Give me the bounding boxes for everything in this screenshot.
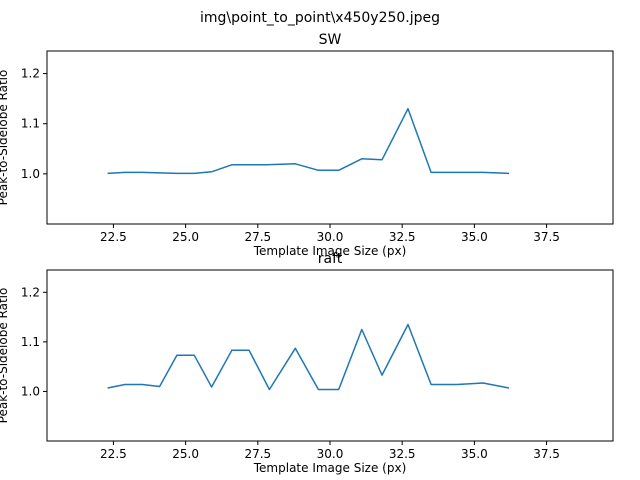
x-tick-label: 35.0 — [461, 230, 488, 244]
x-tick-label: 30.0 — [317, 447, 344, 461]
x-tick-label: 32.5 — [389, 230, 416, 244]
x-tick-label: 25.0 — [172, 230, 199, 244]
axes-1: SW 22.5 25.0 27.5 30.0 32.5 35.0 37.5 1.0 1.1 1.2 T… — [0, 32, 614, 258]
y-tick-label: 1.0 — [21, 167, 40, 181]
x-tick-label: 27.5 — [244, 447, 271, 461]
x-tick-label: 22.5 — [100, 447, 127, 461]
axes-container: SW 22.5 25.0 27.5 30.0 32.5 35.0 37.5 1.0 1.1 1.2 T… — [0, 32, 614, 475]
axes-frame — [46, 50, 614, 225]
y-axis-label: Peak-to-Sidelobe Ratio — [0, 70, 10, 206]
axes-frame — [46, 269, 614, 442]
x-tick-label: 32.5 — [389, 447, 416, 461]
axes-title: raft — [318, 251, 343, 267]
x-tick-label: 25.0 — [172, 447, 199, 461]
figure-suptitle: img\point_to_point\x450y250.jpeg — [200, 10, 440, 26]
x-axis-label: Template Image Size (px) — [253, 461, 407, 475]
y-tick-label: 1.1 — [21, 335, 40, 349]
y-tick-label: 1.2 — [21, 285, 40, 299]
y-tick-label: 1.0 — [21, 384, 40, 398]
x-tick-label: 27.5 — [244, 230, 271, 244]
y-tick-label: 1.1 — [21, 117, 40, 131]
x-tick-label: 35.0 — [461, 447, 488, 461]
x-tick-label: 37.5 — [533, 447, 560, 461]
x-axis-label: Template Image Size (px) — [253, 244, 407, 258]
y-tick-label: 1.2 — [21, 67, 40, 81]
x-tick-label: 30.0 — [317, 230, 344, 244]
series-line — [107, 107, 510, 175]
series-line — [107, 323, 510, 391]
axes-title: SW — [319, 32, 342, 48]
y-axis-label: Peak-to-Sidelobe Ratio — [0, 288, 10, 424]
axes-2: raft 22.5 25.0 27.5 30.0 32.5 35.0 37.5 1.0 1.1 1.… — [0, 251, 614, 475]
x-tick-label: 37.5 — [533, 230, 560, 244]
x-tick-label: 22.5 — [100, 230, 127, 244]
